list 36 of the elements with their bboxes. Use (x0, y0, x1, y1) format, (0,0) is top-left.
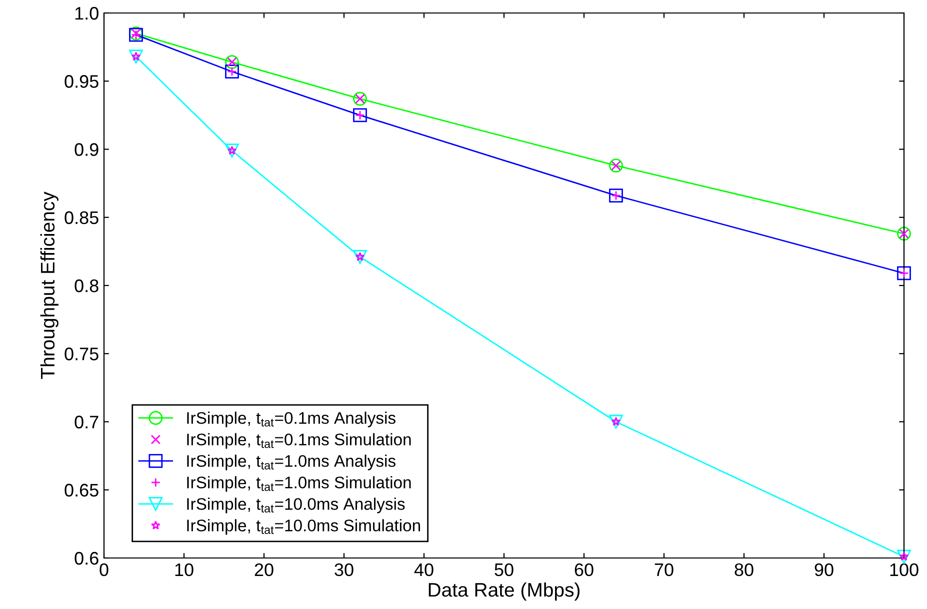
y-tick-label: 0.7 (74, 416, 98, 428)
x-tick-label: 30 (334, 563, 354, 576)
x-tick-label: 70 (654, 563, 674, 576)
y-axis-title: Throughput Efficiency (40, 192, 58, 379)
y-tick-label: 0.9 (74, 143, 98, 156)
point (609, 414, 623, 429)
point (353, 250, 367, 264)
y-tick-label: 0.6 (74, 552, 98, 565)
x-tick-label: 10 (175, 563, 194, 576)
y-tick-label: 0.8 (74, 279, 98, 292)
point (225, 64, 239, 79)
legend-label: IrSimple, t$_{tat}$=0.1ms Analysis (187, 412, 396, 428)
x-tick-label: 40 (414, 563, 434, 576)
y-tick-label: 0.95 (64, 75, 98, 88)
x-tick-label: 0 (100, 563, 108, 576)
x-tick-label: 50 (494, 563, 514, 576)
x-tick-label: 90 (814, 563, 834, 576)
y-tick-label: 0.65 (64, 484, 98, 497)
point (225, 144, 239, 158)
y-tick-label: 1.0 (75, 6, 98, 20)
legend-label: IrSimple, t$_{tat}$=1.0ms Analysis (187, 454, 396, 470)
legend-label: IrSimple, t$_{tat}$=1.0ms Simulation (187, 476, 411, 492)
x-axis-title: Data Rate (Mbps) (428, 582, 580, 601)
legend-label: IrSimple, t$_{tat}$=0.1ms Simulation (187, 433, 411, 449)
legend-label: IrSimple, t$_{tat}$=10.0ms Simulation (187, 519, 420, 535)
y-tick-label: 0.85 (64, 211, 98, 224)
legend-label: IrSimple, t$_{tat}$=10.0ms Analysis (187, 498, 405, 514)
x-tick-label: 20 (254, 563, 274, 576)
x-tick-label: 80 (734, 563, 754, 576)
point (129, 50, 143, 64)
point (897, 550, 911, 564)
point (609, 188, 623, 203)
point (609, 158, 623, 173)
y-tick-label: 0.75 (64, 348, 98, 360)
x-tick-label: 100 (890, 563, 918, 576)
x-tick-label: 60 (574, 563, 594, 576)
